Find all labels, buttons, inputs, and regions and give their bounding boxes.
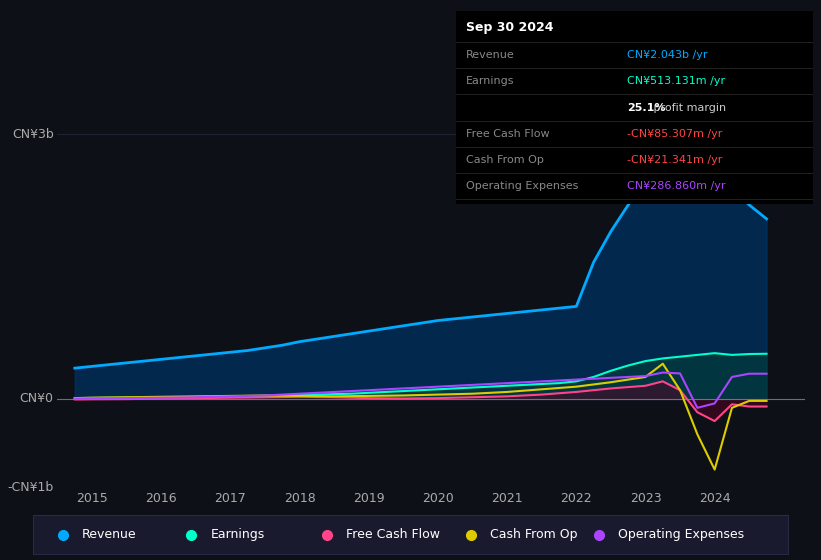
- Text: Operating Expenses: Operating Expenses: [618, 528, 745, 542]
- Text: Sep 30 2024: Sep 30 2024: [466, 21, 554, 34]
- Text: Earnings: Earnings: [466, 76, 515, 86]
- Text: CN¥513.131m /yr: CN¥513.131m /yr: [627, 76, 725, 86]
- Text: Cash From Op: Cash From Op: [490, 528, 577, 542]
- Text: CN¥2.043b /yr: CN¥2.043b /yr: [627, 50, 708, 60]
- Text: Operating Expenses: Operating Expenses: [466, 181, 579, 191]
- Text: 25.1%: 25.1%: [627, 102, 666, 113]
- Text: Free Cash Flow: Free Cash Flow: [466, 129, 550, 139]
- Text: -CN¥85.307m /yr: -CN¥85.307m /yr: [627, 129, 722, 139]
- Text: profit margin: profit margin: [650, 102, 727, 113]
- Text: Revenue: Revenue: [466, 50, 515, 60]
- Text: -CN¥1b: -CN¥1b: [7, 480, 53, 494]
- Text: -CN¥21.341m /yr: -CN¥21.341m /yr: [627, 155, 722, 165]
- Text: CN¥0: CN¥0: [20, 393, 53, 405]
- Text: CN¥286.860m /yr: CN¥286.860m /yr: [627, 181, 726, 191]
- Text: CN¥3b: CN¥3b: [12, 128, 53, 141]
- Text: Revenue: Revenue: [82, 528, 136, 542]
- Text: Cash From Op: Cash From Op: [466, 155, 544, 165]
- Text: Free Cash Flow: Free Cash Flow: [346, 528, 440, 542]
- Text: Earnings: Earnings: [210, 528, 264, 542]
